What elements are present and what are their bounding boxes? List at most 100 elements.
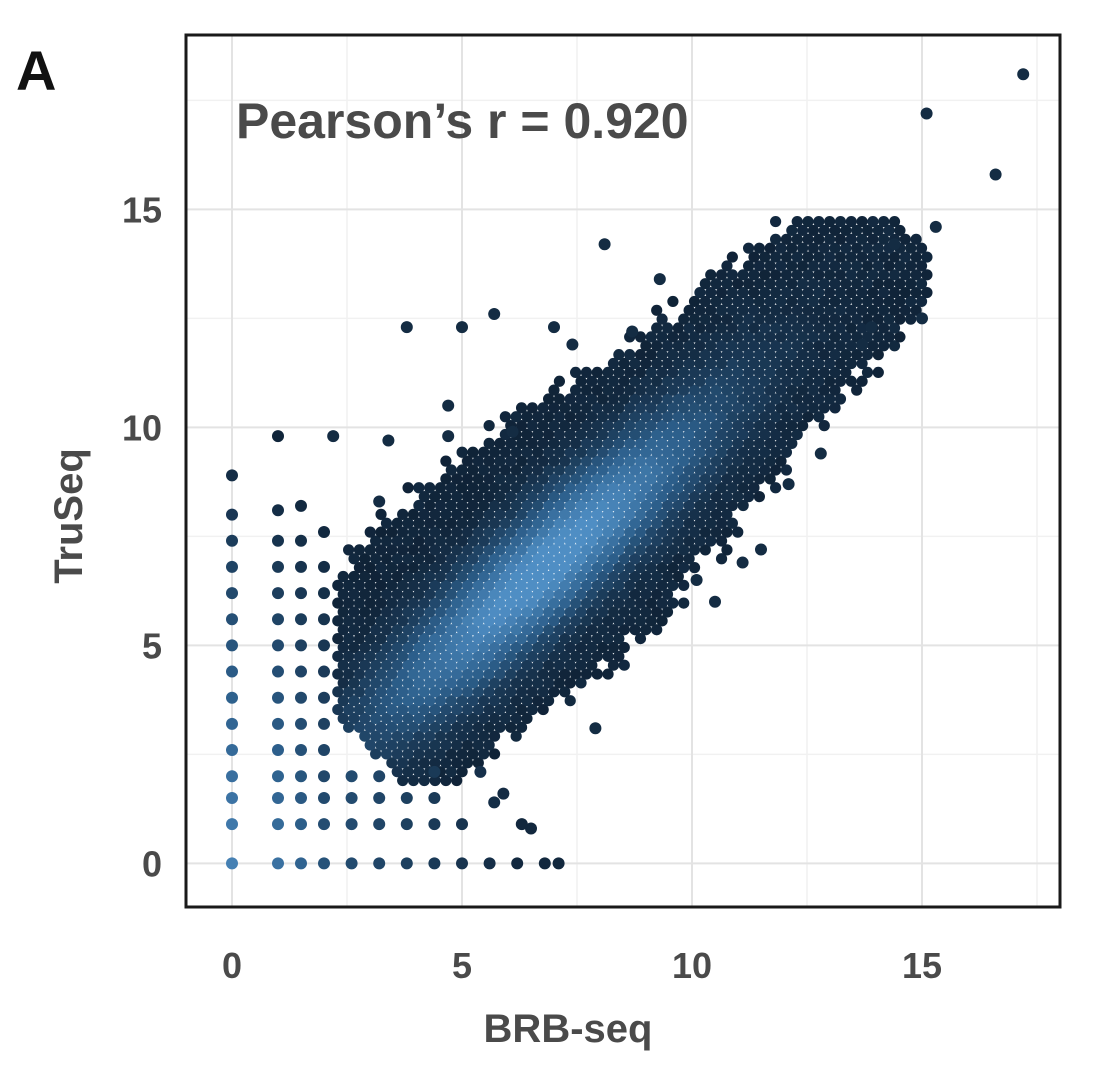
density-cell [602,366,614,379]
density-cell [348,588,360,600]
density-cell [624,508,636,520]
density-cell [645,420,657,432]
density-cell [888,286,901,299]
density-cell [683,357,695,370]
data-point [814,447,827,460]
density-cell [483,455,495,467]
density-cell [343,686,355,698]
density-cell [488,499,501,512]
density-cell [407,650,420,662]
density-cell [521,428,533,441]
density-cell [705,499,717,512]
density-cell [386,650,398,662]
density-cell [770,322,782,334]
density-cell [445,535,457,547]
density-cell [921,251,933,263]
density-cell [429,597,441,609]
density-cell [732,278,744,290]
density-cell [840,224,852,237]
density-cell [721,420,733,432]
density-cell [488,677,501,689]
density-cell [634,455,647,467]
density-cell [683,375,695,387]
data-point [865,321,878,334]
density-cell [537,703,549,716]
density-cell [618,553,630,565]
data-point [511,857,524,870]
density-cell [375,721,387,733]
density-cell [667,295,679,308]
density-cell [742,313,755,325]
density-cell [759,464,771,476]
density-cell [521,641,533,654]
density-cell [440,774,452,787]
density-cell [661,340,674,352]
density-cell [645,455,657,467]
density-cell [651,570,663,583]
density-cell [672,375,684,387]
density-cell [802,304,814,316]
density-cell [834,286,847,299]
density-cell [764,242,776,254]
density-cell [499,606,511,618]
density-cell [575,482,587,494]
density-cell [656,491,668,503]
density-cell [726,357,738,370]
density-cell [786,331,798,343]
density-cell [607,428,620,441]
density-cell [710,508,722,520]
density-cell [661,357,674,370]
density-cell [791,375,803,387]
density-cell [521,535,533,547]
density-cell [553,428,566,441]
density-cell [867,251,879,263]
density-cell [386,668,398,680]
density-cell [483,597,495,609]
density-cell [856,215,868,228]
density-cell [737,322,749,334]
density-cell [705,304,717,316]
density-cell [505,455,517,467]
density-cell [434,517,447,529]
density-cell [910,304,922,316]
density-cell [667,508,679,520]
density-cell [640,553,652,565]
density-cell [656,544,668,556]
density-cell [370,553,382,565]
density-cell [494,473,506,485]
density-cell [742,402,755,414]
density-cell [678,349,690,361]
density-cell [505,508,517,520]
density-cell [575,428,587,441]
density-cell [505,437,517,449]
density-cell [445,553,457,565]
density-cell [440,562,452,574]
density-cell [397,703,409,716]
density-cell [591,597,603,609]
density-cell [343,579,355,591]
data-point [456,818,468,831]
density-cell [856,304,868,316]
density-cell [645,508,657,520]
density-cell [591,402,603,414]
density-cell [564,393,576,405]
data-point [736,556,749,569]
density-cell [861,260,874,272]
data-point [989,168,1002,181]
density-cell [564,428,576,441]
density-cell [353,650,366,662]
density-cell [461,562,474,574]
density-cell [359,695,371,707]
density-cell [397,739,409,751]
density-cell [613,632,625,645]
density-cell [386,686,398,698]
density-cell [553,411,566,423]
density-cell [753,402,765,414]
density-cell [775,366,787,379]
density-cell [332,650,344,662]
density-cell [575,517,587,529]
density-cell [791,304,803,316]
density-cell [834,215,847,228]
data-point [345,770,358,783]
density-cell [840,260,852,272]
